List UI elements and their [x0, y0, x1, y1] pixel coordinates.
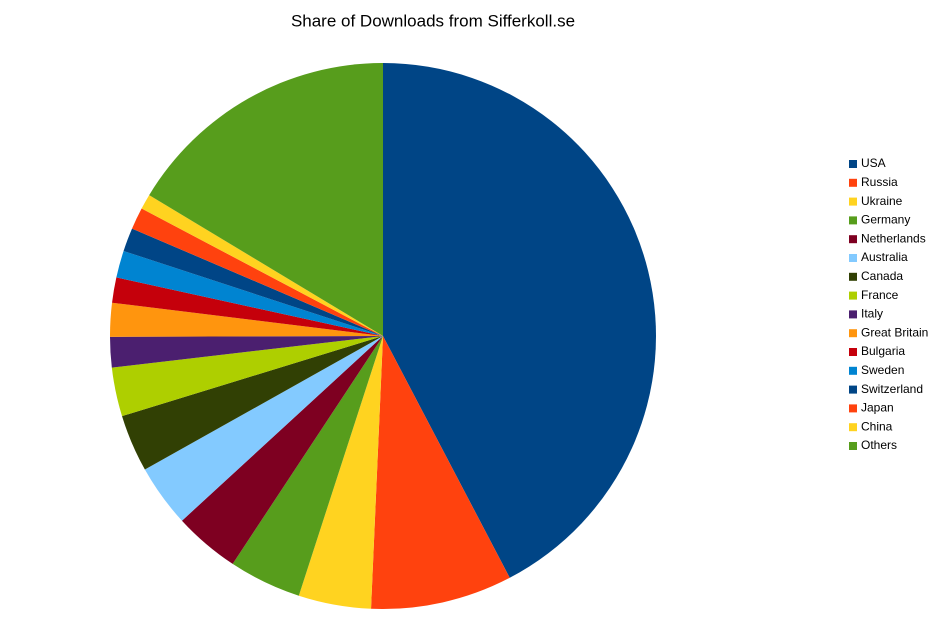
pie-slice [110, 336, 383, 368]
legend-swatch [849, 235, 857, 244]
pie-slice [132, 208, 383, 336]
legend-swatch [849, 310, 857, 319]
legend-swatch [849, 366, 857, 375]
legend-swatch [849, 254, 857, 262]
legend-swatch [849, 423, 857, 432]
pie-slice [181, 336, 383, 564]
legend-label: Great Britain [861, 325, 928, 339]
legend-swatch [849, 160, 857, 168]
legend-label: Japan [861, 401, 894, 415]
pie-slice [298, 336, 383, 609]
pie-slice [111, 336, 384, 417]
pie-slice [116, 250, 383, 336]
legend-label: Others [861, 438, 897, 452]
chart-title: Share of Downloads from Sifferkoll.se [291, 11, 575, 30]
pie-slice [383, 63, 656, 578]
legend-label: USA [861, 156, 886, 170]
pie-slice [149, 63, 383, 336]
legend-label: Germany [861, 213, 910, 227]
pie-slice [141, 195, 383, 336]
legend-swatch [849, 178, 857, 187]
legend-swatch [849, 442, 857, 450]
pie-slice [110, 302, 384, 337]
legend-label: Switzerland [861, 382, 923, 396]
legend-swatch [849, 348, 857, 356]
legend-label: Bulgaria [861, 344, 905, 358]
legend-label: France [861, 288, 899, 302]
legend-label: Canada [861, 269, 903, 283]
legend-swatch [849, 197, 857, 206]
legend-label: Sweden [861, 363, 904, 377]
legend-swatch [849, 291, 857, 300]
legend-label: China [861, 419, 893, 433]
pie-slice [232, 336, 383, 596]
legend-swatch [849, 385, 857, 394]
pie-slice [371, 336, 510, 609]
pie-slice [144, 336, 383, 521]
legend-swatch [849, 404, 857, 413]
legend-swatch [849, 329, 857, 338]
pie-slice [122, 336, 383, 470]
legend-label: Italy [861, 307, 883, 321]
legend-swatch [849, 216, 857, 225]
pie-slice [123, 228, 384, 336]
legend-label: Australia [861, 250, 908, 264]
legend-label: Netherlands [861, 231, 926, 245]
legend-label: Russia [861, 175, 898, 189]
legend-label: Ukraine [861, 194, 903, 208]
pie-slice [112, 277, 383, 336]
legend-swatch [849, 272, 857, 281]
